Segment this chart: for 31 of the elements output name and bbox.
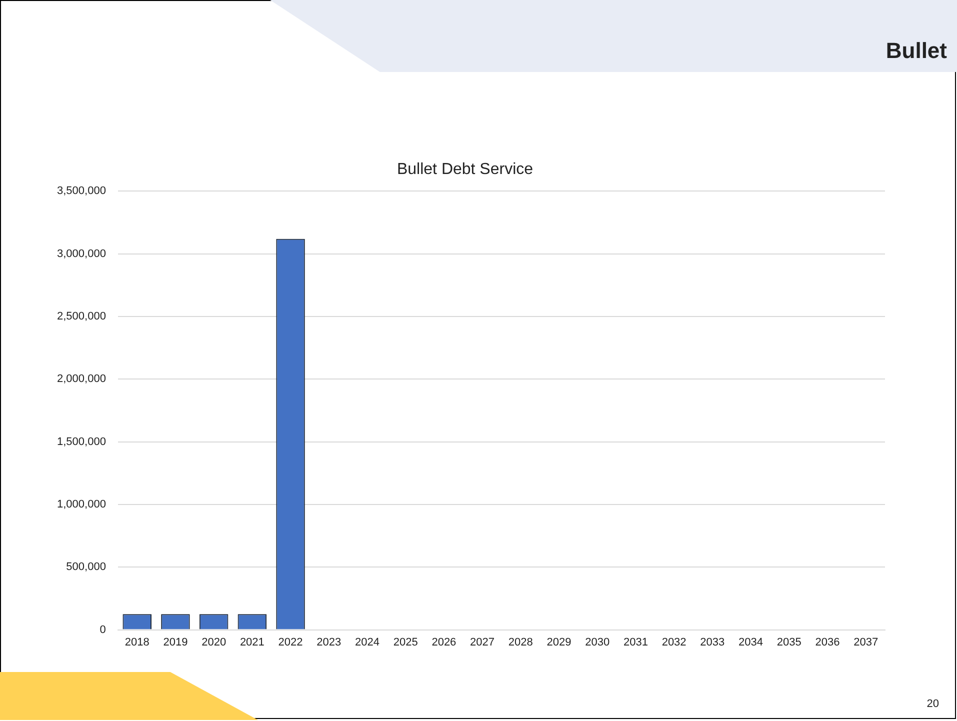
x-tick-label: 2032 (662, 636, 686, 648)
x-tick-label: 2030 (585, 636, 610, 648)
x-tick-label: 2037 (854, 636, 878, 648)
x-tick-label: 2022 (278, 636, 303, 648)
x-tick-label: 2018 (124, 636, 150, 648)
y-tick-label: 3,500,000 (57, 185, 106, 198)
x-tick-label: 2023 (316, 636, 342, 648)
y-tick-label: 0 (100, 624, 106, 636)
y-tick-label: 3,000,000 (57, 248, 106, 260)
x-tick-label: 2033 (700, 636, 725, 648)
x-tick-label: 2031 (623, 636, 648, 648)
x-tick-label: 2034 (738, 636, 764, 648)
y-tick-label: 500,000 (66, 561, 106, 574)
x-tick-label: 2035 (776, 636, 802, 648)
y-tick-label: 1,000,000 (57, 498, 106, 511)
x-tick-label: 2025 (393, 636, 418, 648)
text: 20 (926, 698, 939, 710)
x-tick-label: 2028 (508, 636, 533, 648)
chart-title: Bullet Debt Service (396, 161, 534, 178)
x-tick-label: 2020 (202, 636, 226, 648)
x-tick-label: 2024 (354, 636, 380, 648)
x-tick-label: 2036 (815, 636, 840, 648)
y-tick-label: 2,500,000 (57, 310, 106, 323)
x-tick-label: 2027 (470, 636, 495, 648)
y-tick-label: 1,500,000 (57, 436, 106, 448)
x-tick-label: 2029 (546, 636, 572, 648)
x-tick-label: 2021 (240, 636, 264, 648)
x-tick-label: 2026 (432, 636, 456, 648)
x-tick-label: 2019 (163, 636, 188, 648)
text: Bullet (886, 38, 947, 64)
y-tick-label: 2,000,000 (57, 373, 106, 386)
